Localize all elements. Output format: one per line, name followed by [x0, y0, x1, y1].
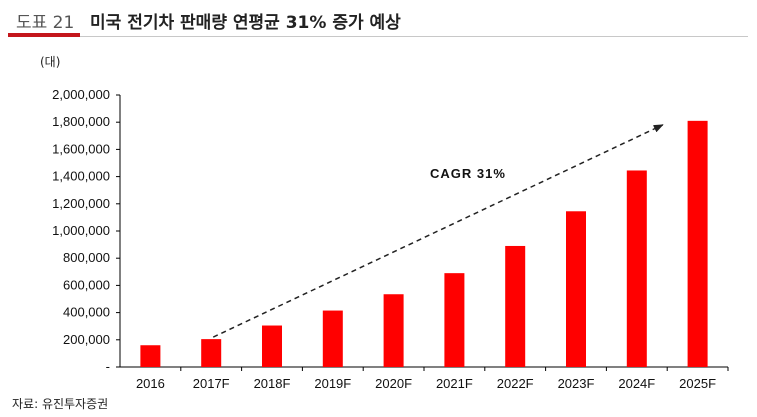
- bar-2024F: [626, 170, 647, 367]
- y-tick-label: 1,400,000: [52, 169, 110, 184]
- y-tick-label: 1,200,000: [52, 196, 110, 211]
- y-tick-label: 2,000,000: [52, 87, 110, 102]
- x-tick-label: 2016: [136, 376, 165, 391]
- x-tick-label: 2023F: [558, 376, 595, 391]
- y-unit-label: (대): [40, 55, 60, 69]
- y-tick-label: 800,000: [63, 250, 110, 265]
- x-tick-label: 2020F: [375, 376, 412, 391]
- y-axis: - 200,000 400,000 600,000 800,000 1,000,000 1,…: [52, 87, 121, 374]
- y-tick-label: 1,800,000: [52, 114, 110, 129]
- cagr-annotation: CAGR 31%: [430, 166, 506, 181]
- bar-2025F: [687, 120, 708, 367]
- y-tick-label: 600,000: [63, 277, 110, 292]
- x-tick-label: 2018F: [254, 376, 291, 391]
- bar-2020F: [383, 294, 404, 367]
- y-tick-label: 200,000: [63, 332, 110, 347]
- y-tick-label: 1,000,000: [52, 223, 110, 238]
- bar-2023F: [566, 211, 586, 367]
- figure-label: 도표 21: [16, 13, 75, 33]
- x-tick-label: 2025F: [679, 376, 716, 391]
- figure-header: 도표 21 미국 전기차 판매량 연평균 31% 증가 예상: [0, 0, 757, 40]
- bar-series: [140, 120, 708, 367]
- bar-2018F: [262, 325, 282, 367]
- y-tick-label: 1,600,000: [52, 141, 110, 156]
- y-tick-label: -: [106, 359, 110, 374]
- bar-chart: (대) - 200,000 400,000 600,000 800,000 1,000,0…: [40, 55, 729, 391]
- figure-title: 미국 전기차 판매량 연평균 31% 증가 예상: [90, 13, 401, 33]
- bar-2019F: [322, 310, 343, 367]
- x-axis: 2016 2017F 2018F 2019F 2020F 2021F 2022F 2023F 2…: [120, 366, 729, 391]
- x-tick-label: 2024F: [618, 376, 655, 391]
- x-tick-label: 2022F: [497, 376, 534, 391]
- x-tick-label: 2017F: [193, 376, 230, 391]
- cagr-trend-arrow: [212, 124, 664, 338]
- bar-2016: [140, 345, 161, 367]
- bar-2022F: [505, 245, 526, 367]
- x-tick-label: 2021F: [436, 376, 473, 391]
- bar-2021F: [444, 273, 465, 367]
- source-note: 자료: 유진투자증권: [12, 397, 109, 411]
- title-divider-rule: [80, 36, 748, 37]
- bar-2017F: [201, 339, 222, 367]
- title-accent-rule: [8, 33, 80, 37]
- y-tick-label: 400,000: [63, 305, 110, 320]
- x-tick-label: 2019F: [314, 376, 351, 391]
